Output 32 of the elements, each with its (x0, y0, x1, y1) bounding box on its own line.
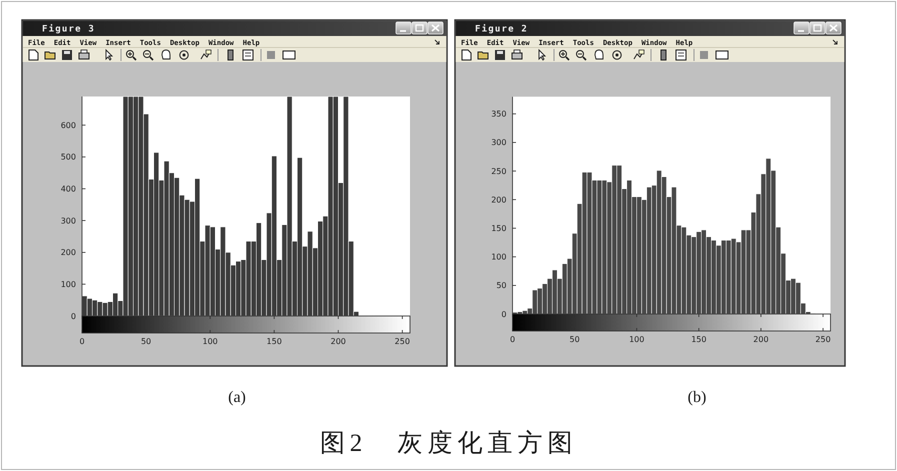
x-tick-label: 50 (570, 335, 580, 344)
y-tick-label: 100 (60, 280, 76, 289)
x-tick-label: 150 (691, 335, 706, 344)
y-tick-label: 0 (70, 312, 76, 321)
text: 图2 灰度化直方图 (320, 429, 578, 457)
y-tick-label: 600 (60, 120, 76, 130)
chart-title: Figure 2 (475, 24, 528, 34)
x-tick-label: 250 (815, 335, 831, 344)
y-tick-label: 200 (60, 248, 76, 258)
x-tick-label: 0 (79, 337, 85, 346)
x-tick-label: 50 (140, 337, 152, 346)
y-tick-label: 0 (501, 310, 506, 319)
y-tick-label: 350 (491, 110, 506, 119)
x-tick-label: 200 (753, 335, 769, 344)
y-tick-label: 200 (491, 195, 506, 204)
x-tick-label: 150 (266, 337, 282, 346)
y-tick-label: 400 (60, 184, 76, 194)
text: (a) (228, 389, 246, 406)
x-tick-label: 200 (330, 337, 346, 346)
y-tick-label: 250 (491, 166, 506, 176)
x-tick-label: 100 (629, 335, 644, 344)
x-tick-label: 100 (202, 337, 218, 346)
y-tick-label: 300 (491, 138, 506, 148)
y-tick-label: 300 (60, 216, 76, 226)
text: (b) (688, 389, 706, 406)
chart-title: Figure 3 (42, 24, 95, 34)
y-tick-label: 500 (60, 152, 76, 162)
y-tick-label: 150 (491, 224, 506, 234)
x-tick-label: 250 (394, 337, 410, 346)
y-tick-label: 50 (496, 281, 506, 290)
x-tick-label: 0 (510, 335, 516, 344)
y-tick-label: 100 (491, 252, 506, 262)
